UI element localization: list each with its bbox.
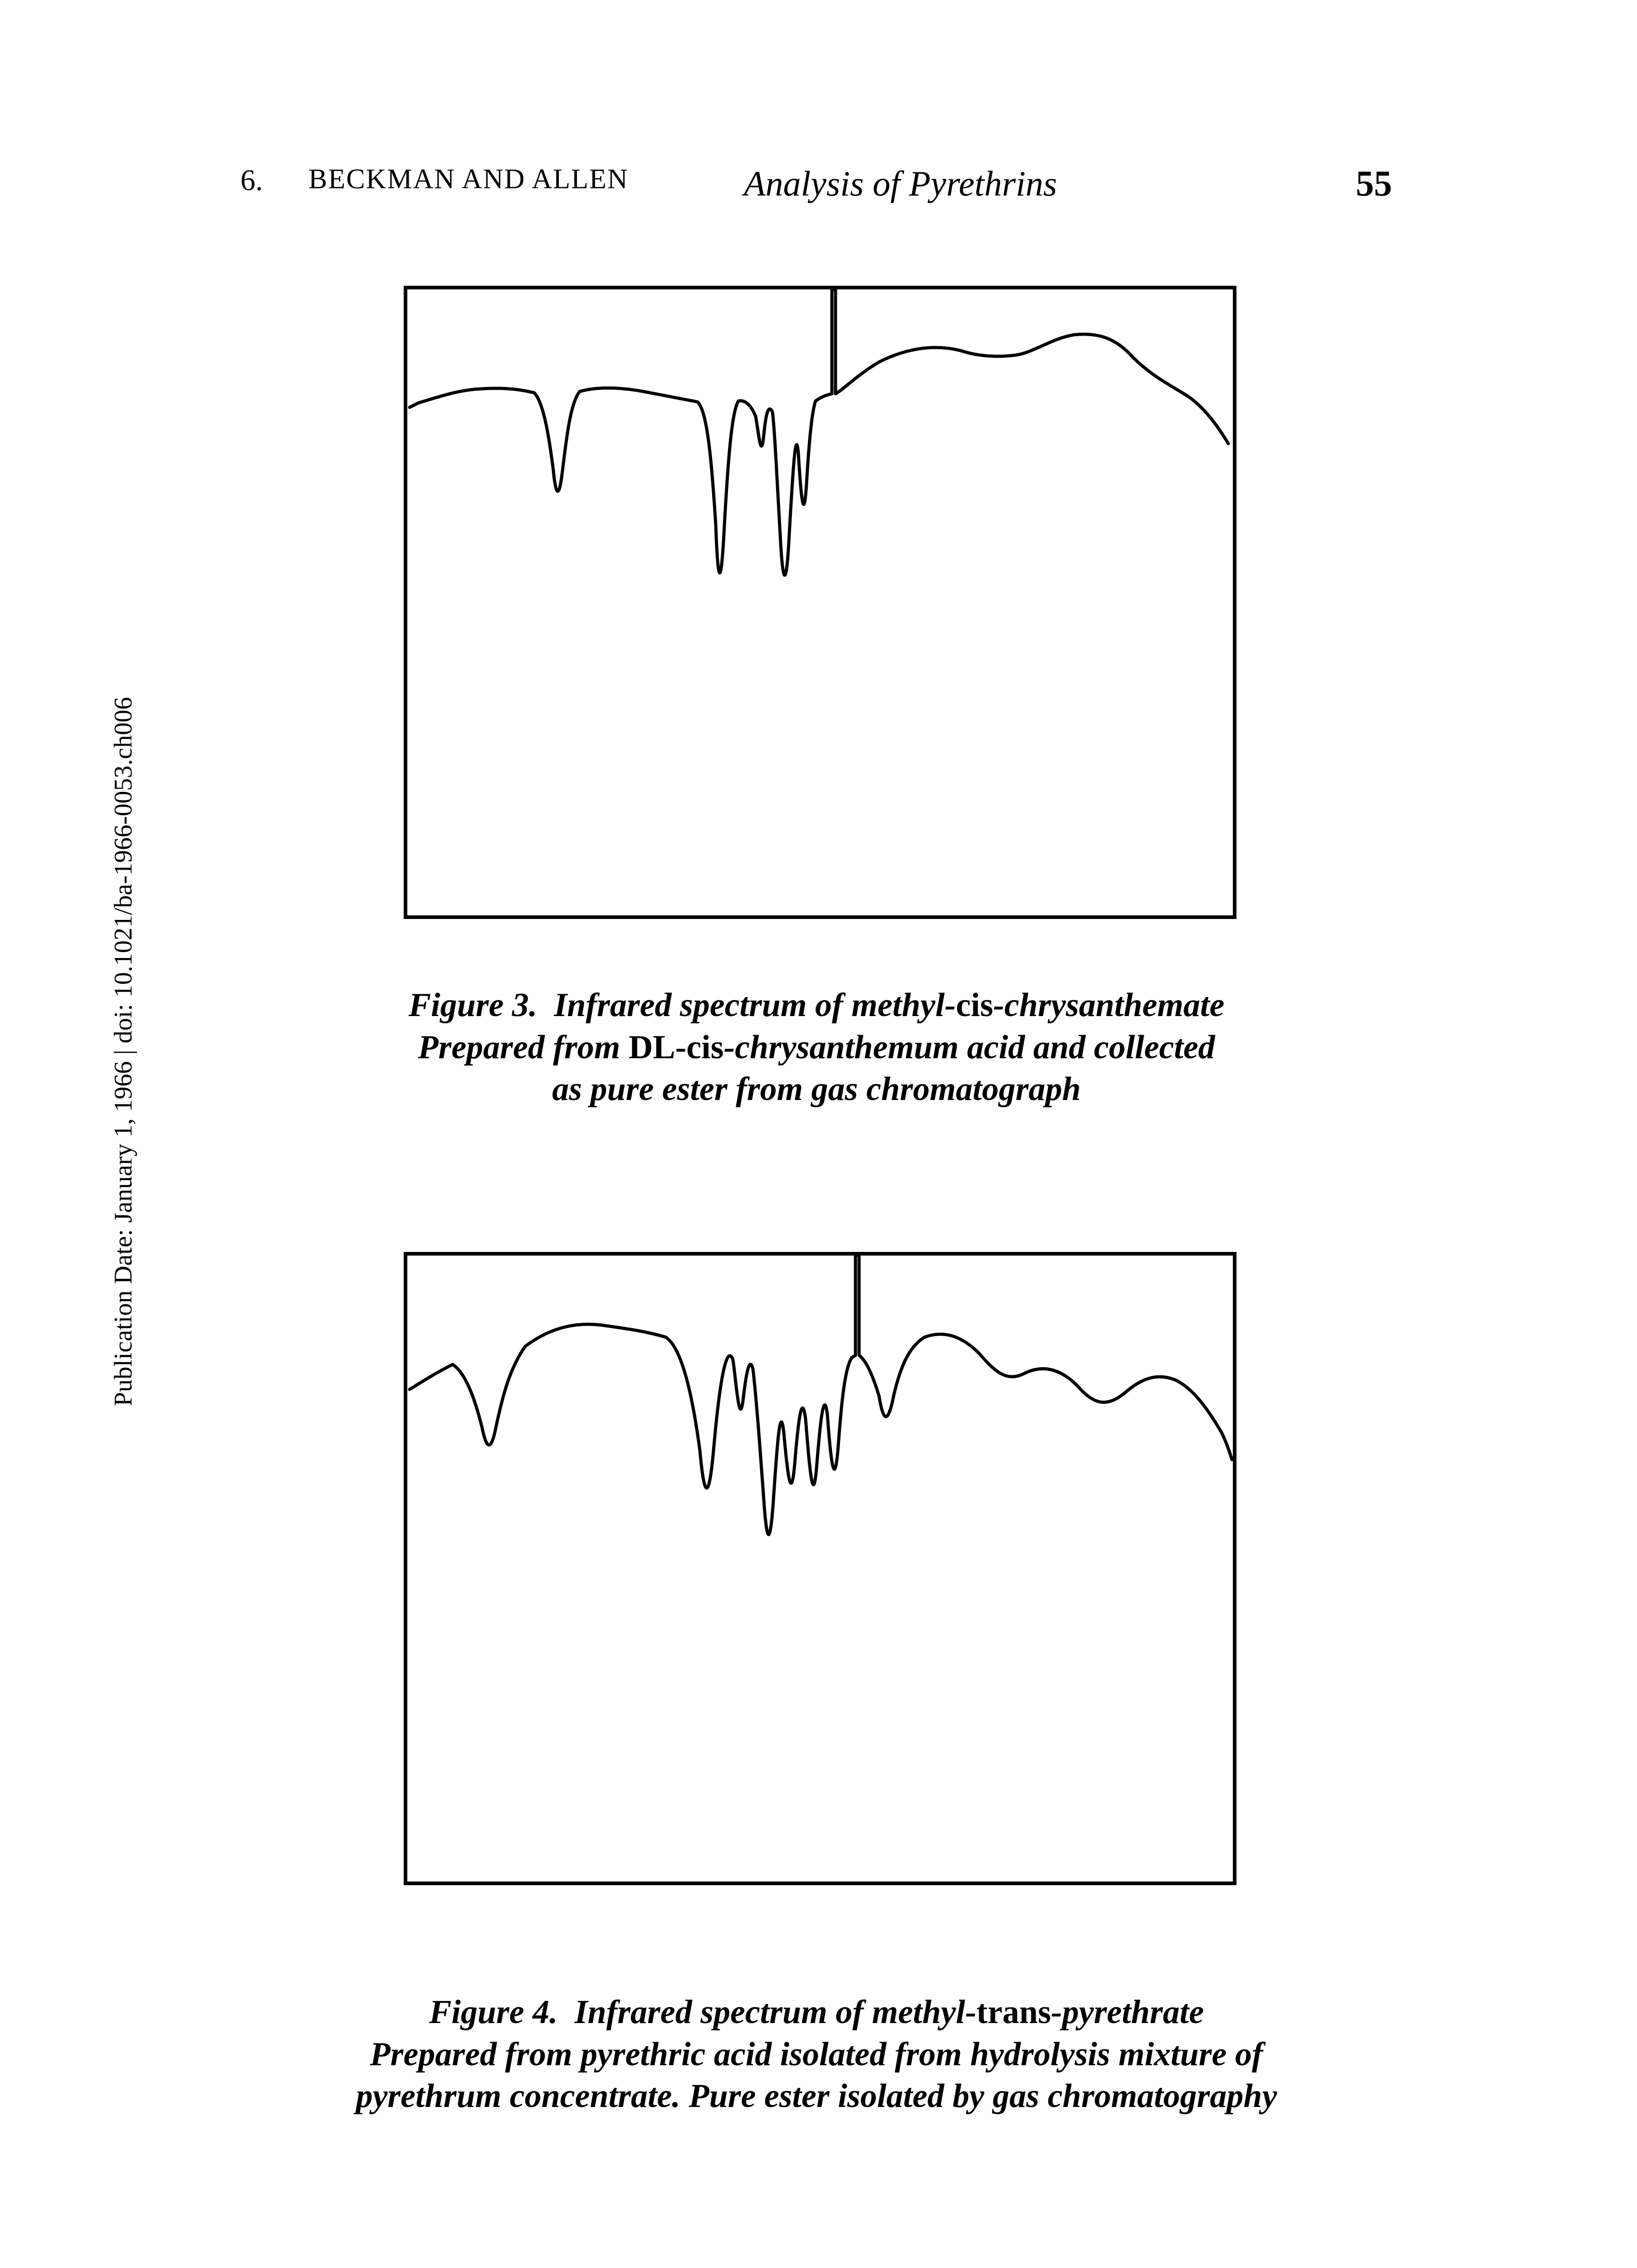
header-running-title: Analysis of Pyrethrins: [744, 163, 1057, 204]
fig3-cap-line2-a: Prepared from: [418, 1029, 629, 1066]
page: 6. BECKMAN AND ALLEN Analysis of Pyrethr…: [0, 0, 1637, 2268]
fig3-cap-line2-b: -chrysanthemum acid and collected: [723, 1029, 1215, 1066]
figure-3-spectrum: [404, 286, 1236, 919]
figure-3-trace: [410, 289, 1228, 575]
figure-4-trace: [410, 1256, 1232, 1535]
fig3-cap-cis2: cis: [686, 1029, 723, 1066]
figure-3-caption: Figure 3. Infrared spectrum of methyl-ci…: [272, 984, 1361, 1110]
figure-4-caption: Figure 4. Infrared spectrum of methyl-tr…: [272, 1991, 1361, 2117]
figure-4-svg: [407, 1256, 1233, 1882]
chapter-number: 6.: [240, 163, 263, 198]
fig4-cap-line1-b: -pyrethrate: [1051, 1994, 1204, 2031]
fig4-cap-line2: Prepared from pyrethric acid isolated fr…: [370, 2036, 1263, 2073]
publication-sidetext: Publication Date: January 1, 1966 | doi:…: [109, 697, 138, 1406]
fig3-cap-cis1: cis: [956, 987, 993, 1024]
figure-4-spectrum: [404, 1252, 1236, 1885]
figure-3-svg: [407, 289, 1233, 915]
fig3-cap-line1-a: Figure 3. Infrared spectrum of methyl-: [409, 987, 956, 1024]
fig4-cap-line1-a: Figure 4. Infrared spectrum of methyl-: [429, 1994, 977, 2031]
fig3-cap-dl: DL-: [629, 1029, 686, 1066]
fig4-cap-line3: pyrethrum concentrate. Pure ester isolat…: [356, 2077, 1277, 2115]
fig4-cap-trans: trans: [977, 1994, 1051, 2031]
running-header: 6. BECKMAN AND ALLEN Analysis of Pyrethr…: [0, 163, 1637, 209]
fig3-cap-line3: as pure ester from gas chromatograph: [552, 1070, 1081, 1108]
page-number: 55: [1356, 163, 1392, 205]
header-authors: BECKMAN AND ALLEN: [308, 163, 629, 196]
fig3-cap-line1-b: -chrysanthemate: [993, 987, 1225, 1024]
